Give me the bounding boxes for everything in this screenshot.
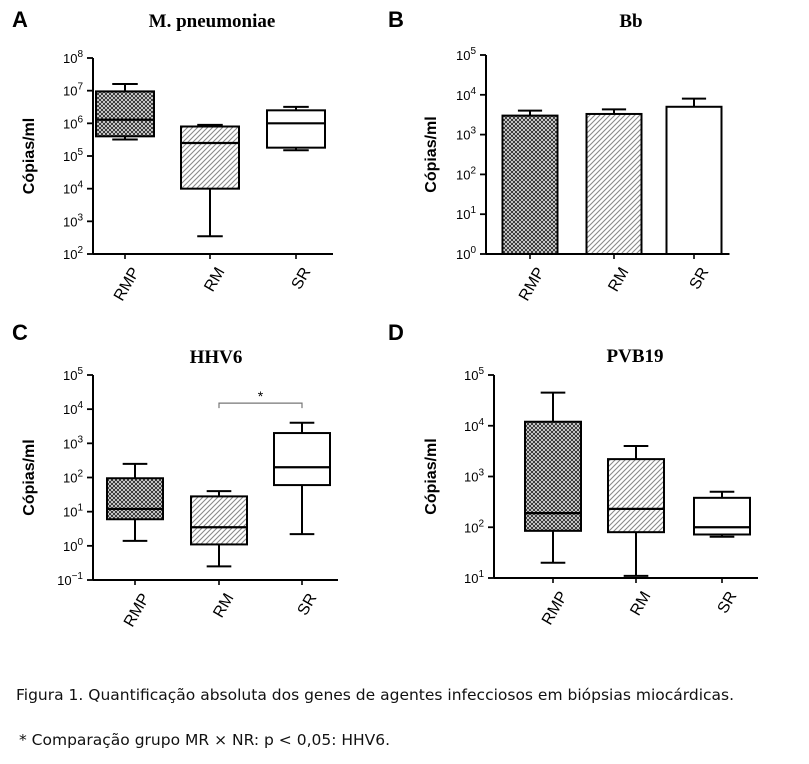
chart-title: HHV6 — [190, 347, 243, 368]
y-tick-label: 103 — [63, 212, 83, 229]
figure-caption: Figura 1. Quantificação absoluta dos gen… — [16, 686, 735, 704]
box-rmp — [95, 82, 155, 141]
y-tick-label: 102 — [63, 469, 83, 486]
y-tick-label: 102 — [464, 518, 484, 535]
y-tick-label: 105 — [63, 366, 83, 383]
chart-title: PVB19 — [607, 346, 664, 367]
significance-marker: * — [258, 388, 264, 404]
box-rm — [607, 444, 665, 577]
box-sr — [273, 421, 331, 536]
y-tick-label: 105 — [464, 366, 484, 383]
box-iqr — [693, 496, 751, 536]
y-tick-label: 107 — [63, 82, 83, 99]
y-axis-label: Cópias/ml — [423, 438, 440, 514]
y-tick-label: 100 — [63, 537, 83, 554]
bracket-line — [218, 402, 303, 409]
chart-panel-a: A M. pneumoniae Cópias/ml 102 103 104 105 106 10… — [12, 7, 333, 304]
panel-letter: C — [12, 320, 28, 345]
y-axis-label: Cópias/ml — [21, 118, 38, 194]
y-tick-label: 101 — [456, 205, 476, 222]
panel-letter: B — [388, 7, 404, 32]
y-tick-label: 103 — [456, 126, 476, 143]
x-tick-label: RM — [627, 589, 654, 619]
y-tick-label: 108 — [63, 49, 83, 66]
bar-rmp — [501, 109, 559, 255]
x-tick-label: RM — [201, 265, 228, 295]
bar — [665, 105, 723, 255]
bar-rm — [585, 108, 643, 255]
chart-title: Bb — [619, 11, 642, 32]
x-tick-label: RMP — [111, 265, 144, 304]
y-tick-label: 104 — [63, 400, 83, 417]
panel-letter: D — [388, 320, 404, 345]
bar — [501, 114, 559, 255]
box-iqr — [524, 420, 582, 532]
box-rmp — [524, 391, 582, 564]
box-sr — [693, 490, 751, 538]
x-tick-label: SR — [289, 265, 315, 293]
chart-title: M. pneumoniae — [149, 11, 276, 32]
y-tick-label: 106 — [63, 114, 83, 131]
box-iqr — [607, 458, 665, 534]
chart-panel-b: B Bb Cópias/ml 100 101 102 103 104 105 RMP RM SR — [388, 7, 730, 304]
figure-footnote: * Comparação grupo MR × NR: p < 0,05: HH… — [19, 731, 391, 749]
x-tick-label: SR — [295, 591, 321, 619]
bar — [585, 112, 643, 255]
chart-panel-d: D PVB19 Cópias/ml 101 102 103 104 105 RMP RM SR — [388, 320, 758, 628]
y-tick-label: 103 — [63, 434, 83, 451]
panel-letter: A — [12, 7, 28, 32]
box-rmp — [106, 462, 164, 542]
chart-panel-c: C HHV6 Cópias/ml 10−1 100 101 102 103 104 105 RMP R… — [12, 320, 338, 630]
box-iqr — [106, 477, 164, 521]
y-axis-label: Cópias/ml — [21, 439, 38, 515]
y-tick-label: 101 — [63, 503, 83, 520]
bar-sr — [665, 97, 723, 255]
significance-bracket: * — [218, 388, 303, 409]
x-tick-label: SR — [715, 589, 741, 617]
y-tick-label: 102 — [63, 245, 83, 262]
box-sr — [266, 105, 326, 152]
box-iqr — [95, 90, 155, 138]
x-tick-label: RM — [210, 591, 237, 621]
x-tick-label: RMP — [516, 265, 549, 304]
x-tick-label: RMP — [121, 591, 154, 630]
box-rm — [190, 490, 248, 568]
y-tick-label: 10−1 — [57, 571, 83, 588]
y-tick-label: 105 — [456, 46, 476, 63]
y-tick-label: 104 — [464, 417, 484, 434]
y-tick-label: 104 — [456, 86, 476, 103]
box-rm — [180, 123, 240, 238]
box-iqr — [273, 432, 331, 487]
x-tick-label: RM — [605, 265, 632, 295]
y-axis-label: Cópias/ml — [423, 116, 440, 192]
x-tick-label: RMP — [539, 589, 572, 628]
box-iqr — [266, 109, 326, 149]
x-tick-label: SR — [687, 265, 713, 293]
box-iqr — [180, 125, 240, 190]
y-tick-label: 101 — [464, 569, 484, 586]
y-tick-label: 103 — [464, 468, 484, 485]
y-tick-label: 105 — [63, 147, 83, 164]
box-iqr — [190, 495, 248, 546]
y-tick-label: 100 — [456, 245, 476, 262]
y-tick-label: 102 — [456, 165, 476, 182]
y-tick-label: 104 — [63, 180, 83, 197]
